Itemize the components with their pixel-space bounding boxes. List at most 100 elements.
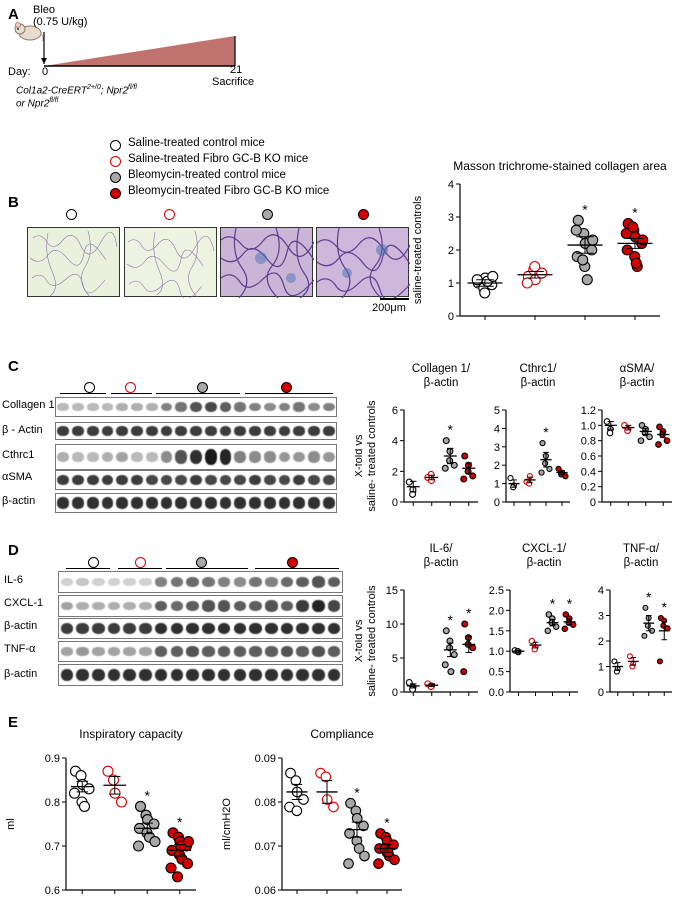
significance-star: * (354, 784, 360, 800)
blot-band (72, 452, 84, 462)
blot-band (190, 426, 202, 436)
blot-band (280, 600, 294, 612)
data-point (528, 637, 536, 645)
data-point (442, 627, 450, 635)
group-marker-bleo-ko (358, 209, 369, 220)
blot-band (101, 426, 114, 436)
blot-band (107, 578, 121, 586)
blot-band (293, 497, 306, 509)
blot-band (327, 622, 341, 635)
blot-band (312, 622, 325, 635)
y-tick-label: 6 (392, 405, 398, 417)
y-tick-label: 2.5 (489, 585, 504, 597)
data-point (577, 254, 589, 266)
data-point (644, 622, 651, 629)
group-marker-bleo-ko (281, 382, 292, 393)
blot-band (296, 576, 309, 588)
blot-band (131, 474, 143, 486)
blot-band (160, 497, 173, 509)
group-marker-bleo-ko (287, 557, 298, 568)
data-point (656, 658, 663, 665)
blot-band (219, 449, 232, 465)
blot-band (263, 451, 276, 463)
chart-title: β-actin (624, 557, 659, 569)
data-point (358, 820, 369, 832)
blot-band (86, 403, 99, 411)
scale-bar (380, 298, 409, 300)
blot-band (107, 622, 121, 635)
blot-band (131, 452, 143, 462)
blot-band (101, 474, 114, 486)
chart-title: β-actin (521, 377, 556, 389)
blot-band (217, 600, 231, 612)
y-tick-label: 0.2 (581, 482, 596, 494)
genotype-line-2: or Npr2fl/fl (16, 97, 59, 110)
data-point (461, 452, 469, 460)
blot-il6 (58, 571, 343, 593)
blot-band (57, 451, 70, 463)
blot-collagen1 (55, 397, 337, 417)
blot-band (249, 622, 262, 635)
blot-band (322, 474, 335, 486)
blot-band (57, 403, 70, 411)
blot-band (86, 426, 99, 436)
significance-star: * (582, 201, 588, 217)
group-legend: Saline-treated control mice Saline-treat… (110, 137, 390, 208)
significance-star: * (448, 422, 454, 438)
data-point (561, 625, 569, 633)
panel-d-letter: D (8, 542, 19, 559)
blot-band (101, 451, 114, 463)
blot-band (219, 474, 232, 486)
blot-band (175, 426, 188, 436)
y-tick-label: 1 (448, 278, 454, 290)
data-point (285, 767, 296, 779)
y-tick-label: 0.9 (45, 753, 60, 765)
data-point (646, 433, 653, 441)
blot-beta-actin (55, 422, 337, 440)
legend-label: Saline-treated control mice (128, 137, 265, 149)
y-tick-label: 5 (494, 405, 500, 417)
blot-band (204, 426, 217, 436)
data-point (539, 440, 546, 447)
blot-band (312, 576, 325, 588)
group-marker-bleo-ctrl (262, 209, 273, 220)
chart-svg: TNF-α/β-actin 0 1 2 3 4 * * (598, 543, 672, 699)
data-point (132, 840, 145, 852)
blot-band (308, 426, 320, 436)
data-point (637, 234, 649, 246)
group-marker-saline-ctrl (84, 382, 95, 393)
blot-band (234, 402, 247, 412)
blot-band (312, 668, 325, 682)
blot-band (204, 474, 217, 486)
chart-svg: Collagen 1/β-actin X-fold vs saline- treat… (353, 363, 478, 512)
blot-band (92, 668, 105, 682)
blot-band (322, 497, 335, 509)
chart-masson-trichrome: Masson trichrome-stained collagen area X-… (399, 156, 692, 348)
y-axis-label: saline-treated controls (412, 195, 424, 304)
blot-band (264, 577, 278, 587)
data-point (570, 224, 582, 236)
data-point (148, 818, 160, 830)
data-point (641, 632, 648, 639)
y-tick-label: 3 (448, 212, 454, 224)
blot-band (296, 600, 309, 612)
blot-band (76, 622, 89, 635)
blot-tnfa (58, 641, 343, 662)
blot-band (116, 497, 129, 509)
y-axis-label: saline- treated controls (366, 400, 378, 512)
chart-title: IL-6/ (429, 543, 453, 555)
y-tick-label: 2 (598, 636, 604, 648)
blot-band (190, 449, 202, 465)
blot-cxcl1 (58, 595, 343, 617)
data-point (562, 611, 570, 618)
data-point (461, 620, 469, 628)
blot-band (86, 497, 99, 509)
data-point (627, 221, 639, 233)
blot-band (249, 668, 262, 682)
blot-band (280, 576, 294, 588)
y-tick-label: 1.0 (489, 646, 504, 658)
blot-band (116, 474, 129, 486)
data-point (427, 470, 435, 478)
y-tick-label: 1.2 (581, 405, 596, 417)
blot-beta-actin (58, 664, 343, 686)
